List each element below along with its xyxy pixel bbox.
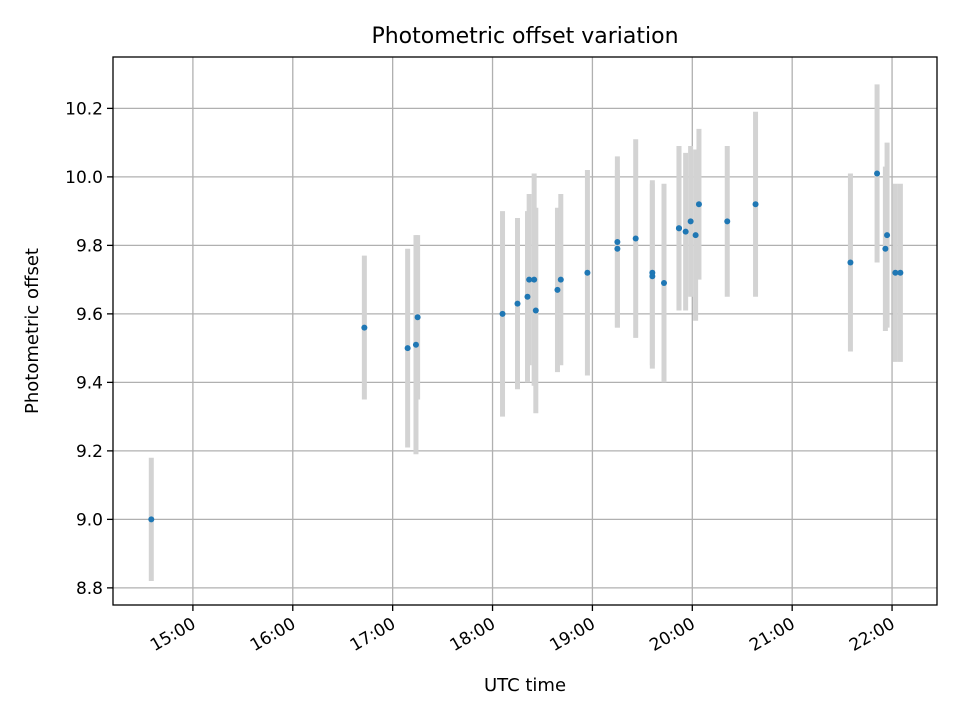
- data-point: [752, 201, 759, 208]
- data-point: [675, 225, 682, 232]
- data-point: [532, 307, 539, 314]
- data-point: [531, 276, 538, 283]
- data-point: [526, 276, 533, 283]
- plot-frame: [112, 56, 938, 606]
- y-tick-label: 8.8: [76, 579, 103, 599]
- y-tick-label: 9.4: [76, 373, 103, 393]
- data-point: [847, 259, 854, 266]
- data-point: [514, 300, 521, 307]
- x-tick-label: 16:00: [247, 614, 299, 656]
- data-point: [614, 238, 621, 245]
- data-point: [682, 228, 689, 235]
- data-point: [584, 269, 591, 276]
- y-axis-ticks: 8.8 9.0 9.2 9.4 9.6 9.8 10.0 10.2: [65, 99, 113, 599]
- x-tick-label: 20:00: [646, 614, 698, 656]
- x-tick-label: 19:00: [546, 614, 598, 656]
- data-point: [649, 273, 656, 280]
- y-tick-label: 9.6: [76, 305, 103, 325]
- data-point: [524, 293, 531, 300]
- x-tick-label: 22:00: [846, 614, 898, 656]
- data-point: [414, 314, 421, 321]
- x-tick-label: 18:00: [447, 614, 499, 656]
- data-point: [724, 218, 731, 225]
- data-point: [692, 232, 699, 239]
- x-axis-label: UTC time: [484, 675, 566, 696]
- data-point: [874, 170, 881, 177]
- data-point: [632, 235, 639, 242]
- data-point: [897, 269, 904, 276]
- data-point: [554, 286, 561, 293]
- y-tick-label: 10.2: [65, 99, 103, 119]
- y-axis-label: Photometric offset: [22, 248, 43, 414]
- data-point: [404, 345, 411, 352]
- data-point: [148, 516, 155, 523]
- x-tick-label: 17:00: [347, 614, 399, 656]
- x-tick-label: 15:00: [147, 614, 199, 656]
- data-points: [148, 170, 904, 523]
- data-point: [882, 245, 889, 252]
- chart-title: Photometric offset variation: [371, 24, 678, 49]
- x-tick-label: 21:00: [746, 614, 798, 656]
- data-point: [499, 310, 506, 317]
- data-point: [557, 276, 564, 283]
- data-point: [412, 341, 419, 348]
- data-point: [614, 245, 621, 252]
- y-tick-label: 9.2: [76, 442, 103, 462]
- y-tick-label: 10.0: [65, 168, 103, 188]
- data-point: [660, 280, 667, 287]
- y-tick-label: 9.8: [76, 236, 103, 256]
- error-bars: [148, 84, 903, 582]
- data-point: [695, 201, 702, 208]
- data-point: [687, 218, 694, 225]
- data-point: [892, 269, 899, 276]
- data-point: [361, 324, 368, 331]
- data-point: [884, 232, 891, 239]
- y-tick-label: 9.0: [76, 510, 103, 530]
- x-axis-ticks: 15:00 16:00 17:00 18:00 19:00 20:00 21:00 22:00: [147, 605, 899, 656]
